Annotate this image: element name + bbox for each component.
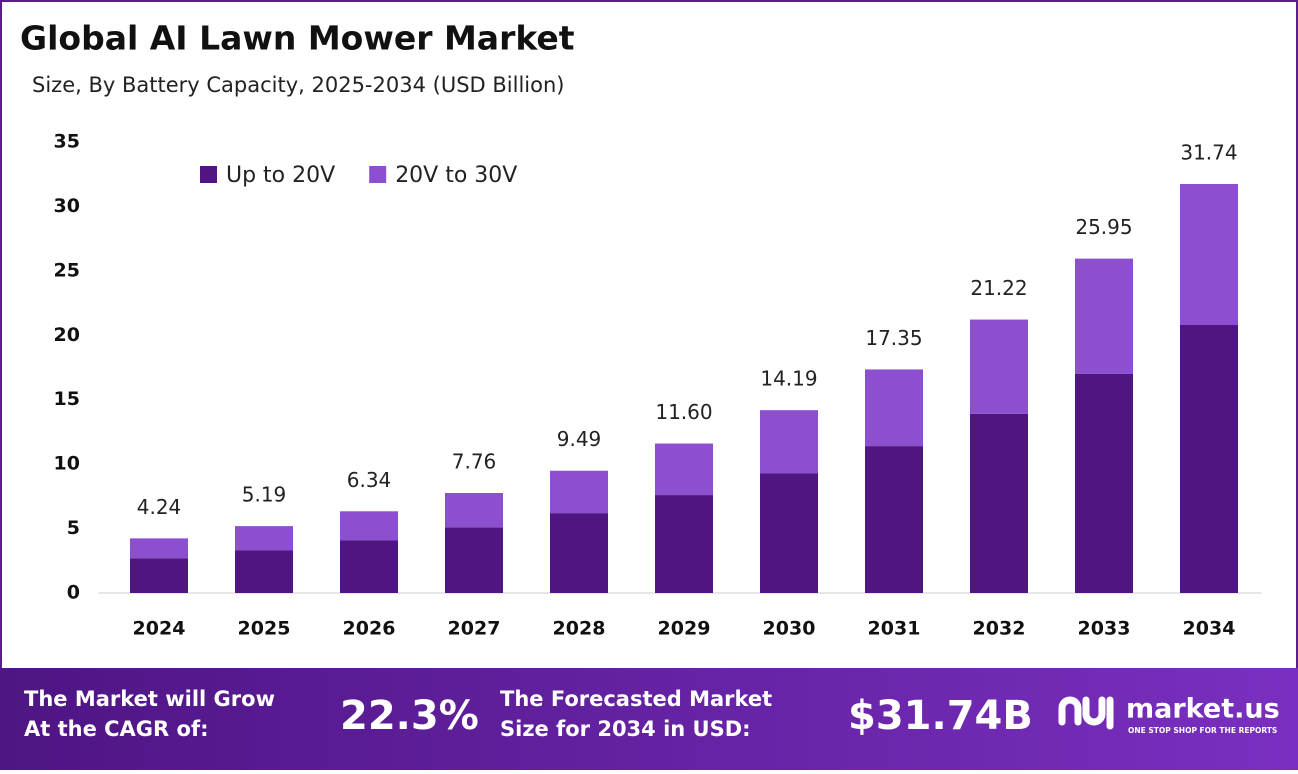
- total-label: 14.19: [760, 367, 817, 391]
- bar-segment: [130, 558, 188, 593]
- tagline: ONE STOP SHOP FOR THE REPORTS: [1128, 726, 1277, 735]
- total-label: 9.49: [557, 427, 602, 451]
- x-tick-label: 2031: [868, 618, 921, 640]
- bar-segment: [445, 493, 503, 528]
- bar-segment: [760, 410, 818, 474]
- x-tick-label: 2025: [238, 618, 291, 640]
- bar-segment: [655, 443, 713, 496]
- bar-segment: [970, 319, 1028, 414]
- x-tick-label: 2026: [343, 618, 396, 640]
- brand: market.us: [1126, 694, 1280, 725]
- y-tick-label: 0: [67, 582, 80, 604]
- x-tick-label: 2032: [973, 618, 1026, 640]
- x-tick-label: 2027: [448, 618, 501, 640]
- legend-swatch: [200, 166, 217, 183]
- bar-segment: [1075, 373, 1133, 593]
- bar-segment: [760, 473, 818, 593]
- bar-segment: [865, 369, 923, 447]
- total-label: 25.95: [1075, 215, 1132, 239]
- chart-subtitle: Size, By Battery Capacity, 2025-2034 (US…: [32, 73, 564, 97]
- bar-segment: [340, 511, 398, 541]
- footer-band: [0, 668, 1298, 770]
- total-label: 4.24: [137, 495, 182, 519]
- x-tick-label: 2030: [763, 618, 816, 640]
- footer-value: $31.74B: [848, 693, 1033, 739]
- total-label: 21.22: [970, 276, 1027, 300]
- bar-segment: [445, 527, 503, 593]
- y-tick-label: 25: [54, 259, 80, 281]
- footer: The Market will Grow At the CAGR of: 22.…: [24, 687, 1280, 741]
- bar-segment: [655, 495, 713, 593]
- legend-swatch: [369, 166, 387, 183]
- bar-segment: [340, 540, 398, 593]
- bar-segment: [1180, 184, 1238, 325]
- x-tick-label: 2028: [553, 618, 606, 640]
- bar-segment: [1180, 324, 1238, 593]
- chart-title: Global AI Lawn Mower Market: [20, 19, 575, 58]
- bar-segment: [1075, 258, 1133, 374]
- total-label: 5.19: [242, 483, 287, 507]
- y-tick-label: 35: [54, 131, 80, 153]
- logo-icon: [1058, 696, 1114, 730]
- legend-label: 20V to 30V: [395, 163, 517, 188]
- x-tick-label: 2024: [133, 618, 186, 640]
- y-tick-label: 15: [54, 388, 80, 410]
- footer-text: Size for 2034 in USD:: [500, 717, 751, 741]
- footer-value: 22.3%: [340, 693, 479, 739]
- x-tick-label: 2033: [1078, 618, 1131, 640]
- bar-segment: [235, 526, 293, 551]
- y-tick-label: 20: [54, 324, 80, 346]
- bar-segment: [865, 446, 923, 593]
- legend-label: Up to 20V: [226, 163, 335, 188]
- total-label: 11.60: [655, 400, 712, 424]
- y-tick-label: 30: [54, 195, 80, 217]
- bar-segment: [130, 538, 188, 559]
- footer-text: The Market will Grow: [24, 687, 275, 711]
- footer-text: The Forecasted Market: [500, 687, 772, 711]
- y-tick-label: 5: [67, 517, 80, 539]
- total-label: 31.74: [1180, 141, 1237, 165]
- total-label: 6.34: [347, 468, 392, 492]
- bar-segment: [550, 513, 608, 593]
- bar-segment: [970, 413, 1028, 593]
- total-label: 17.35: [865, 326, 922, 350]
- bar-segment: [550, 470, 608, 514]
- y-tick-label: 10: [54, 453, 80, 475]
- footer-text: At the CAGR of:: [24, 717, 209, 741]
- total-label: 7.76: [452, 450, 497, 474]
- x-tick-label: 2029: [658, 618, 711, 640]
- bar-segment: [235, 550, 293, 593]
- x-tick-label: 2034: [1183, 618, 1236, 640]
